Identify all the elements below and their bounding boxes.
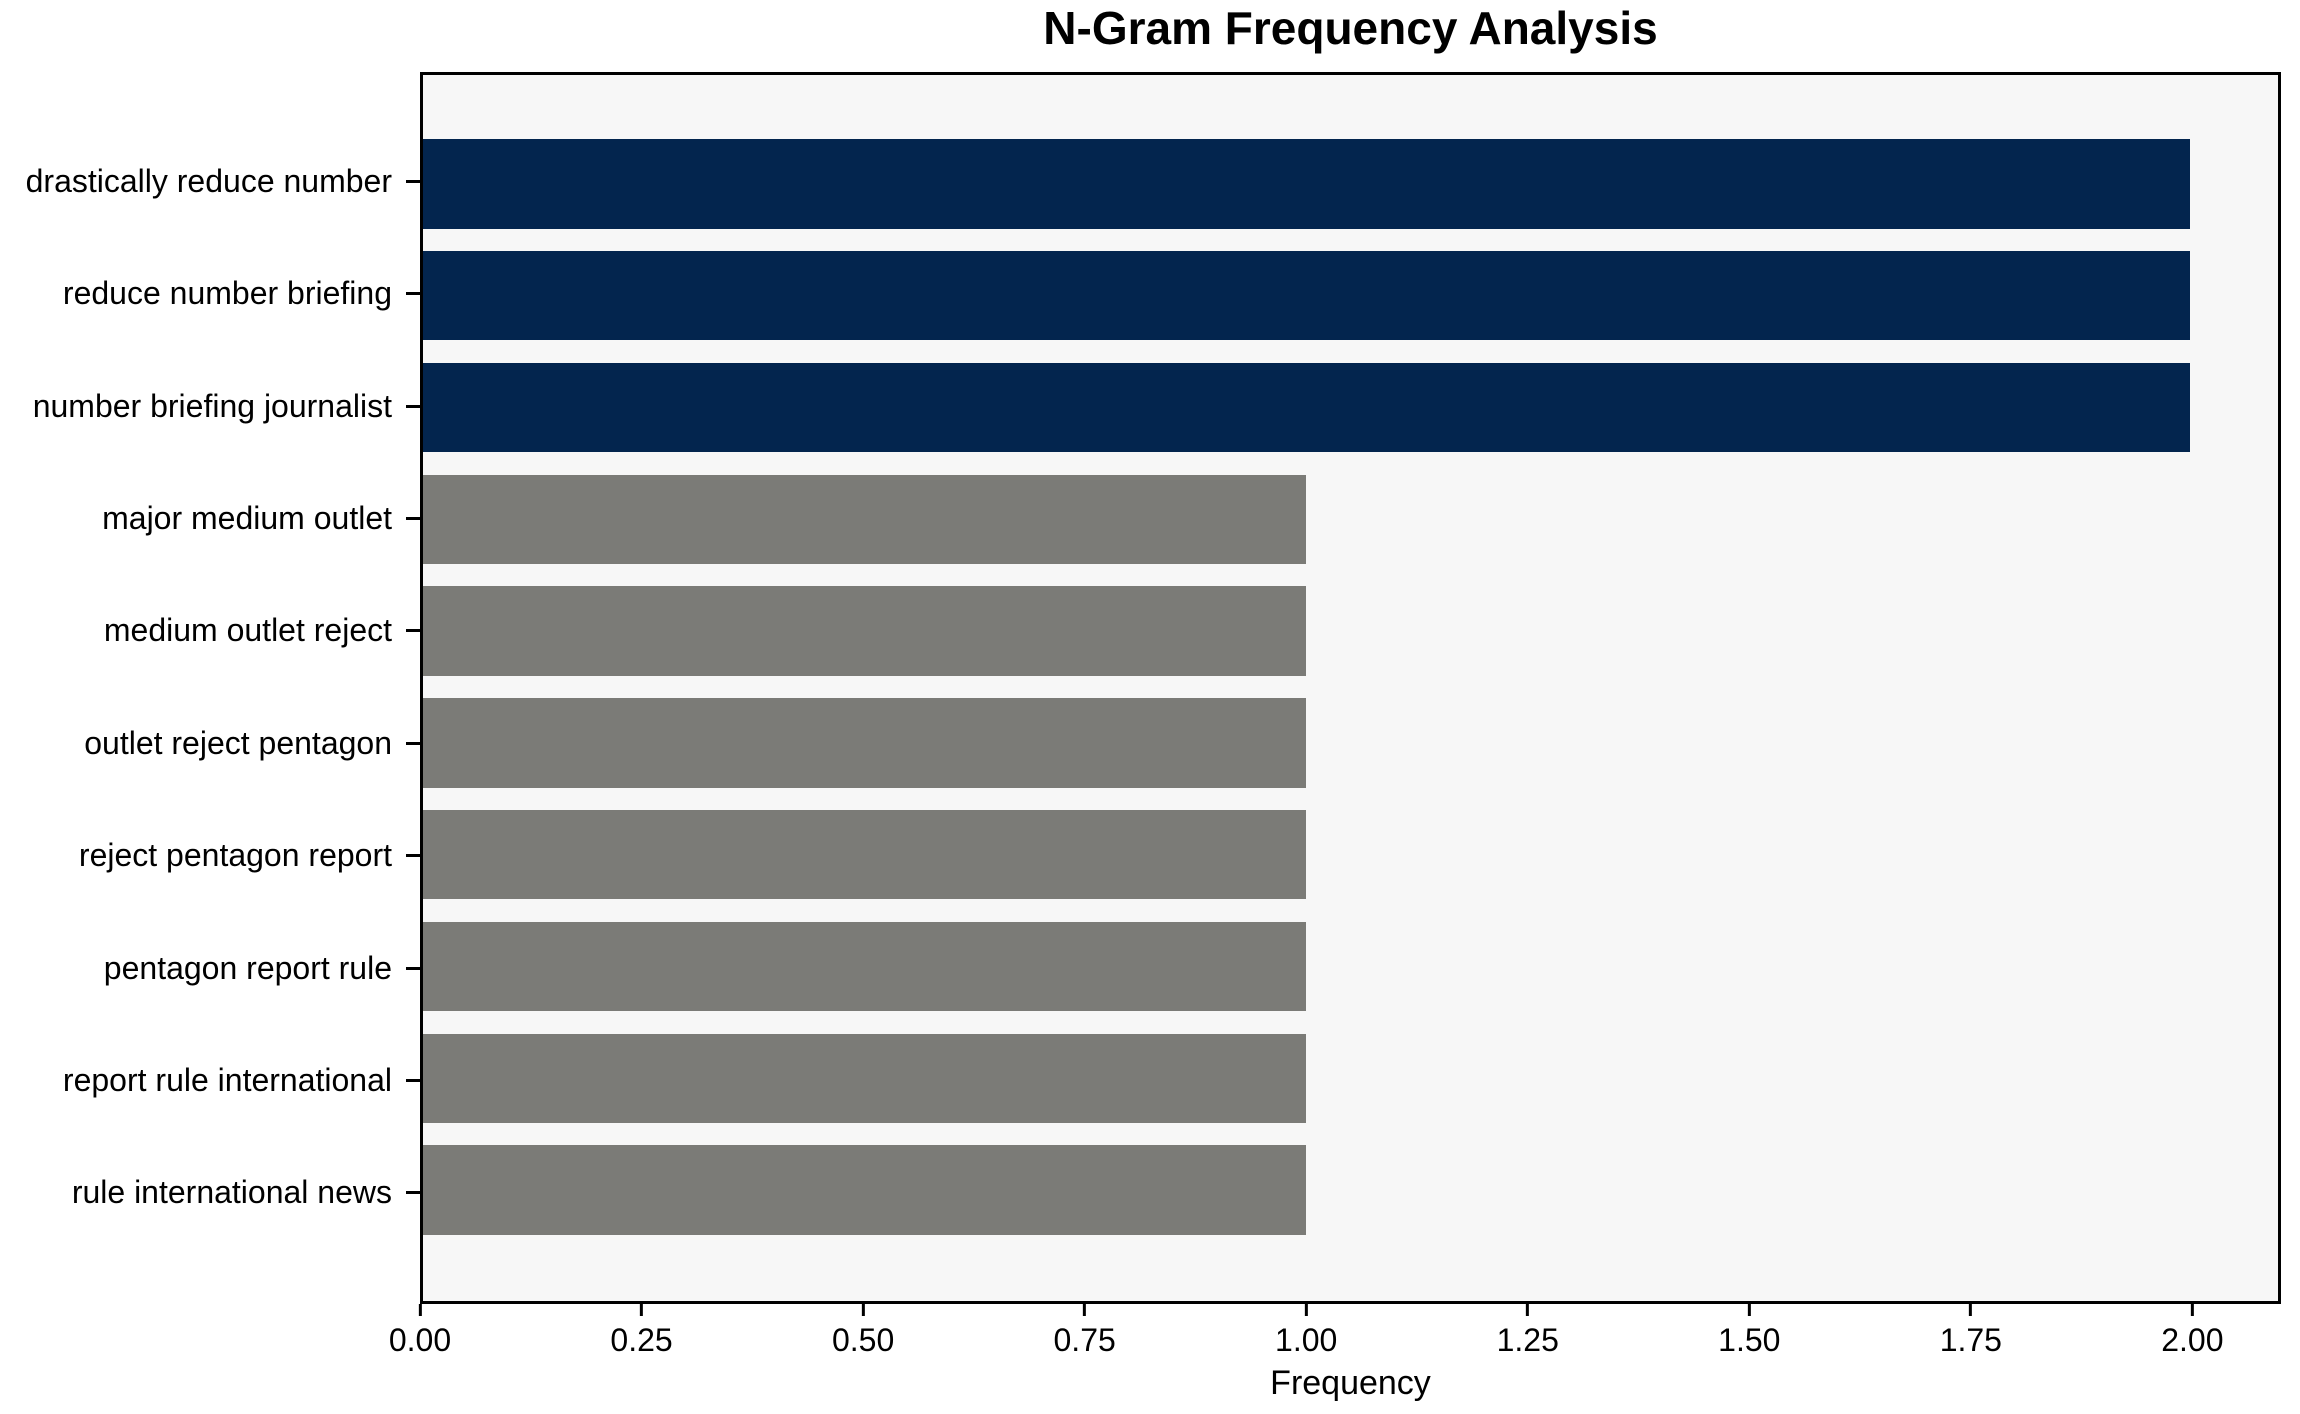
- x-tick-mark: [640, 1304, 644, 1316]
- y-axis-row: reject pentagon report: [0, 799, 420, 911]
- y-tick-mark: [406, 292, 420, 296]
- y-axis-row: pentagon report rule: [0, 912, 420, 1024]
- bar: [423, 921, 1307, 1012]
- x-tick-mark: [418, 1304, 422, 1316]
- x-tick-label: 0.25: [610, 1322, 673, 1358]
- y-tick-mark: [406, 404, 420, 408]
- y-tick-mark: [406, 966, 420, 970]
- y-tick-label: pentagon report rule: [103, 949, 392, 986]
- bar-row: [423, 799, 2278, 911]
- x-tick-label: 2.00: [2161, 1322, 2224, 1358]
- x-tick-label: 0.50: [831, 1322, 895, 1358]
- bar-row: [423, 352, 2278, 464]
- y-tick-label: drastically reduce number: [25, 162, 392, 199]
- y-axis: drastically reduce number reduce number b…: [0, 72, 420, 1304]
- y-tick-mark: [406, 629, 420, 633]
- bar-row: [423, 687, 2278, 799]
- bar-row: [423, 575, 2278, 687]
- y-axis-row: outlet reject pentagon: [0, 687, 420, 799]
- chart-title: N-Gram Frequency Analysis: [1043, 2, 1658, 54]
- y-tick-label: reject pentagon report: [78, 837, 392, 874]
- y-tick-label: medium outlet reject: [103, 612, 392, 649]
- y-tick-mark: [406, 741, 420, 745]
- x-tick-mark: [1526, 1304, 1530, 1316]
- x-tick-label: 0.00: [388, 1322, 452, 1358]
- y-tick-mark: [406, 1078, 420, 1082]
- x-tick: 1.25: [1497, 1304, 1559, 1359]
- x-tick: 0.50: [832, 1304, 894, 1359]
- y-axis-row: reduce number briefing: [0, 237, 420, 349]
- x-tick: 1.00: [1275, 1304, 1337, 1359]
- x-tick-mark: [1969, 1304, 1973, 1316]
- bar: [423, 1033, 1307, 1123]
- bar-row: [423, 463, 2278, 575]
- x-tick-mark: [861, 1304, 865, 1316]
- bar: [423, 139, 2190, 229]
- x-axis: 0.00 0.25 0.50 0.75 1.00 1.25 1.50 1.75 2.00: [389, 1304, 2281, 1366]
- x-tick-mark: [1747, 1304, 1751, 1316]
- bar-row: [423, 1022, 2278, 1134]
- x-tick-mark: [1083, 1304, 1087, 1316]
- y-tick-label: report rule international: [62, 1061, 392, 1098]
- y-axis-row: number briefing journalist: [0, 350, 420, 462]
- bars: [423, 75, 2278, 1301]
- bar: [423, 1145, 1307, 1235]
- x-tick: 2.00: [2161, 1304, 2224, 1359]
- y-axis-row: drastically reduce number: [0, 125, 420, 237]
- x-tick-label: 1.25: [1496, 1322, 1559, 1358]
- bar: [423, 362, 2190, 453]
- bar-row: [423, 128, 2278, 240]
- bar: [423, 474, 1307, 564]
- y-tick-mark: [406, 854, 420, 858]
- y-tick-label: number briefing journalist: [32, 387, 392, 424]
- x-tick-mark: [1304, 1304, 1308, 1316]
- y-tick-mark: [406, 179, 420, 183]
- x-tick: 0.00: [389, 1304, 451, 1359]
- x-axis-label: Frequency: [1270, 1364, 1431, 1402]
- y-axis-row: rule international news: [0, 1137, 420, 1249]
- plot-area: [420, 72, 2281, 1304]
- bar: [423, 586, 1307, 676]
- x-tick-label: 0.75: [1053, 1322, 1116, 1358]
- x-tick-label: 1.50: [1718, 1322, 1781, 1358]
- x-tick-mark: [2190, 1304, 2194, 1316]
- y-tick-label: reduce number briefing: [62, 275, 392, 312]
- y-tick-label: rule international news: [71, 1174, 392, 1211]
- y-axis-row: report rule international: [0, 1024, 420, 1136]
- bar-row: [423, 240, 2278, 352]
- y-tick-mark: [406, 1191, 420, 1195]
- x-tick: 0.25: [610, 1304, 673, 1359]
- y-tick-mark: [406, 516, 420, 520]
- y-tick-label: outlet reject pentagon: [84, 724, 392, 761]
- bar: [423, 809, 1307, 900]
- x-tick: 0.75: [1054, 1304, 1116, 1359]
- y-axis-row: major medium outlet: [0, 462, 420, 574]
- x-tick-label: 1.00: [1275, 1322, 1338, 1358]
- bar-row: [423, 911, 2278, 1023]
- bar-row: [423, 1134, 2278, 1246]
- y-tick-label: major medium outlet: [102, 499, 392, 536]
- x-tick: 1.75: [1940, 1304, 2002, 1359]
- bar: [423, 698, 1307, 788]
- x-tick: 1.50: [1718, 1304, 1780, 1359]
- y-axis-row: medium outlet reject: [0, 575, 420, 687]
- x-tick-label: 1.75: [1939, 1322, 2002, 1358]
- bar: [423, 250, 2190, 341]
